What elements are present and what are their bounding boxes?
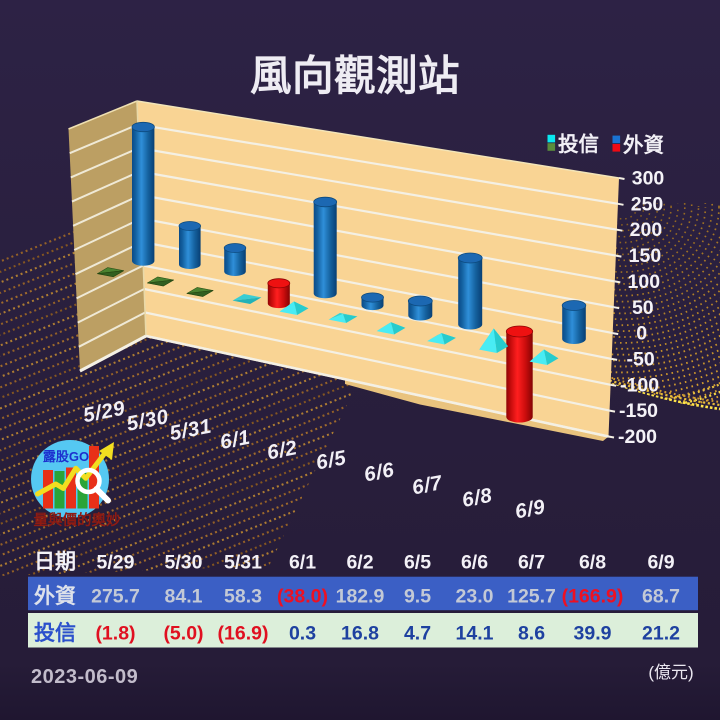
svg-text:6/9: 6/9 (647, 552, 674, 574)
svg-text:21.2: 21.2 (642, 623, 680, 645)
svg-text:300: 300 (632, 168, 665, 190)
svg-text:6/6: 6/6 (362, 458, 396, 486)
svg-text:39.9: 39.9 (574, 623, 612, 645)
svg-text:14.1: 14.1 (456, 623, 494, 645)
svg-text:50: 50 (632, 297, 654, 319)
svg-text:-100: -100 (620, 374, 659, 396)
svg-text:6/8: 6/8 (579, 552, 606, 574)
svg-text:5/30: 5/30 (165, 552, 203, 574)
svg-text:6/6: 6/6 (461, 552, 488, 574)
svg-text:投信: 投信 (34, 621, 76, 645)
svg-text:68.7: 68.7 (642, 586, 680, 608)
svg-text:6/2: 6/2 (265, 436, 299, 464)
svg-text:182.9: 182.9 (336, 586, 385, 608)
svg-text:5/31: 5/31 (224, 552, 262, 574)
svg-text:84.1: 84.1 (165, 586, 203, 608)
svg-text:(16.9): (16.9) (218, 623, 269, 645)
svg-text:(38.0): (38.0) (277, 586, 328, 608)
svg-text:5/29: 5/29 (97, 552, 135, 574)
svg-text:16.8: 16.8 (341, 623, 379, 645)
svg-text:9.5: 9.5 (404, 586, 431, 608)
svg-text:-200: -200 (618, 426, 657, 448)
svg-text:6/2: 6/2 (346, 552, 373, 574)
svg-text:露股GO: 露股GO (43, 449, 89, 464)
svg-text:58.3: 58.3 (224, 586, 262, 608)
svg-text:風向觀測站: 風向觀測站 (250, 52, 460, 99)
svg-text:(5.0): (5.0) (163, 623, 203, 645)
svg-text:投信: 投信 (558, 132, 599, 156)
svg-text:8.6: 8.6 (518, 623, 545, 645)
svg-text:2023-06-09: 2023-06-09 (31, 666, 138, 688)
svg-text:275.7: 275.7 (91, 586, 140, 608)
svg-text:4.7: 4.7 (404, 623, 431, 645)
svg-text:250: 250 (631, 193, 664, 215)
svg-text:外資: 外資 (34, 584, 76, 608)
svg-text:23.0: 23.0 (456, 586, 494, 608)
svg-text:-50: -50 (627, 348, 655, 370)
svg-text:6/7: 6/7 (518, 552, 545, 574)
svg-text:6/5: 6/5 (314, 446, 348, 474)
svg-text:日期: 日期 (34, 551, 76, 574)
svg-text:(1.8): (1.8) (95, 623, 135, 645)
svg-text:0: 0 (636, 323, 647, 345)
svg-text:6/1: 6/1 (289, 552, 316, 574)
svg-text:6/1: 6/1 (218, 426, 252, 454)
svg-text:(166.9): (166.9) (562, 586, 624, 608)
svg-text:150: 150 (629, 245, 662, 267)
svg-text:-150: -150 (619, 400, 658, 422)
svg-text:125.7: 125.7 (507, 586, 556, 608)
svg-text:200: 200 (630, 219, 663, 241)
svg-text:量與價的奧妙: 量與價的奧妙 (34, 511, 121, 529)
svg-text:6/5: 6/5 (404, 552, 431, 574)
svg-text:(億元): (億元) (648, 663, 693, 682)
svg-text:6/9: 6/9 (513, 495, 547, 523)
svg-text:6/8: 6/8 (460, 484, 494, 512)
svg-text:100: 100 (628, 271, 661, 293)
svg-text:外資: 外資 (623, 133, 664, 157)
svg-text:0.3: 0.3 (289, 623, 316, 645)
